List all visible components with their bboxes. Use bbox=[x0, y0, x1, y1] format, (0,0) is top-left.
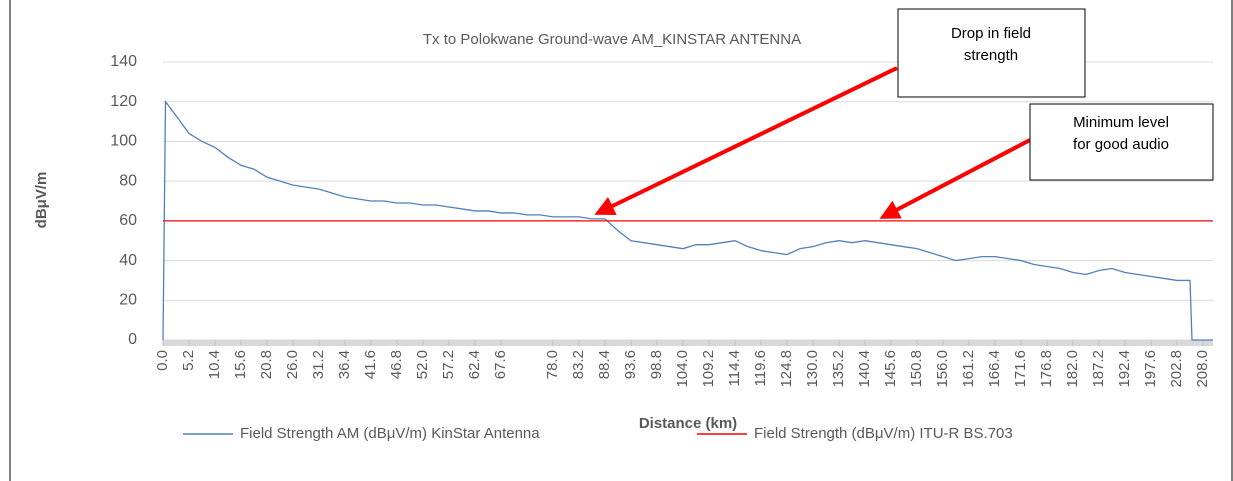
y-tick-label: 20 bbox=[119, 292, 137, 309]
x-tick-label: 109.2 bbox=[700, 350, 717, 388]
x-tick-label: 161.2 bbox=[960, 350, 977, 388]
chart-title: Tx to Polokwane Ground-wave AM_KINSTAR A… bbox=[423, 31, 801, 48]
x-tick-label: 98.8 bbox=[648, 350, 665, 379]
arrow bbox=[879, 138, 1031, 219]
x-tick-label: 114.4 bbox=[726, 350, 743, 386]
x-tick-label: 156.0 bbox=[934, 350, 951, 388]
x-tick-label: 88.4 bbox=[596, 350, 613, 379]
y-tick-label: 80 bbox=[119, 172, 137, 189]
x-tick-label: 41.6 bbox=[362, 350, 379, 379]
x-tick-label: 57.2 bbox=[440, 350, 457, 379]
x-tick-label: 26.0 bbox=[284, 350, 301, 379]
x-tick-label: 62.4 bbox=[466, 350, 483, 379]
x-tick-label: 20.8 bbox=[258, 350, 275, 379]
annotation-box bbox=[1029, 103, 1214, 181]
x-tick-label: 140.4 bbox=[856, 350, 873, 388]
x-axis-label: Distance (km) bbox=[639, 415, 737, 432]
x-tick-label: 166.4 bbox=[986, 350, 1003, 388]
x-tick-label: 67.6 bbox=[492, 350, 509, 379]
y-tick-label: 140 bbox=[110, 53, 137, 70]
x-tick-label: 5.2 bbox=[180, 350, 197, 371]
annotation-text: for good audio bbox=[1073, 136, 1169, 153]
y-tick-label: 100 bbox=[110, 133, 137, 150]
x-tick-label: 171.6 bbox=[1012, 350, 1029, 388]
x-tick-label: 197.6 bbox=[1142, 350, 1159, 388]
annotation-text: strength bbox=[964, 47, 1018, 64]
y-tick-label: 120 bbox=[110, 93, 137, 110]
x-tick-label: 78.0 bbox=[544, 350, 561, 379]
x-tick-label: 130.0 bbox=[804, 350, 821, 388]
legend-label: Field Strength (dBμV/m) ITU-R BS.703 bbox=[754, 425, 1013, 442]
x-tick-label: 119.6 bbox=[752, 350, 769, 386]
y-axis-label: dBμV/m bbox=[33, 172, 50, 229]
x-tick-label: 31.2 bbox=[310, 350, 327, 379]
x-tick-label: 182.0 bbox=[1064, 350, 1081, 388]
x-tick-label: 145.6 bbox=[882, 350, 899, 388]
x-tick-label: 202.8 bbox=[1168, 350, 1185, 388]
x-tick-label: 104.0 bbox=[674, 350, 691, 388]
x-tick-label: 93.6 bbox=[622, 350, 639, 379]
x-tick-label: 0.0 bbox=[154, 350, 171, 371]
y-tick-label: 40 bbox=[119, 252, 137, 269]
x-axis bbox=[163, 340, 1213, 346]
x-tick-label: 10.4 bbox=[206, 350, 223, 379]
x-tick-label: 15.6 bbox=[232, 350, 249, 379]
frame bbox=[9, 0, 1233, 481]
x-tick-label: 187.2 bbox=[1090, 350, 1107, 388]
x-tick-label: 192.4 bbox=[1116, 350, 1133, 388]
y-tick-label: 0 bbox=[128, 331, 137, 348]
x-tick-label: 52.0 bbox=[414, 350, 431, 379]
annotation-box bbox=[897, 8, 1086, 98]
arrow bbox=[594, 66, 898, 216]
x-tick-label: 208.0 bbox=[1194, 350, 1211, 388]
x-tick-label: 46.8 bbox=[388, 350, 405, 379]
legend-label: Field Strength AM (dBμV/m) KinStar Anten… bbox=[240, 425, 540, 442]
annotation-text: Minimum level bbox=[1073, 114, 1169, 131]
x-tick-label: 176.8 bbox=[1038, 350, 1055, 388]
x-tick-label: 36.4 bbox=[336, 350, 353, 379]
annotation-text: Drop in field bbox=[951, 25, 1031, 42]
x-tick-label: 83.2 bbox=[570, 350, 587, 379]
x-tick-label: 135.2 bbox=[830, 350, 847, 388]
series-line bbox=[162, 99, 1213, 341]
y-tick-label: 60 bbox=[119, 212, 137, 229]
x-tick-label: 124.8 bbox=[778, 350, 795, 388]
x-tick-label: 150.8 bbox=[908, 350, 925, 388]
